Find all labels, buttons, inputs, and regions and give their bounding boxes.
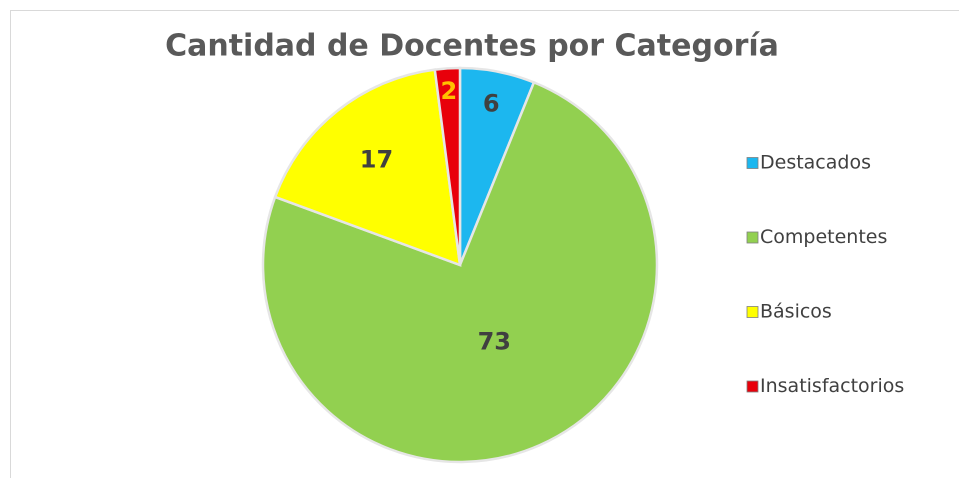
pie-slice xyxy=(433,66,462,266)
legend-swatch xyxy=(746,306,759,318)
legend-label: Destacados xyxy=(760,152,871,174)
pie-slice xyxy=(273,68,462,267)
legend-swatch xyxy=(746,231,759,244)
legend-label: Insatisfactorios xyxy=(760,375,904,397)
legend-swatch xyxy=(746,380,759,393)
pie-slice xyxy=(261,80,659,464)
data-label: 73 xyxy=(478,327,511,355)
legend-swatch xyxy=(746,157,759,169)
data-label: 6 xyxy=(483,90,500,118)
data-label: 2 xyxy=(441,77,458,105)
legend-label: Básicos xyxy=(760,301,832,323)
chart-title: Cantidad de Docentes por Categoría xyxy=(165,29,779,64)
legend-label: Competentes xyxy=(760,226,887,248)
data-label: 17 xyxy=(360,145,393,173)
